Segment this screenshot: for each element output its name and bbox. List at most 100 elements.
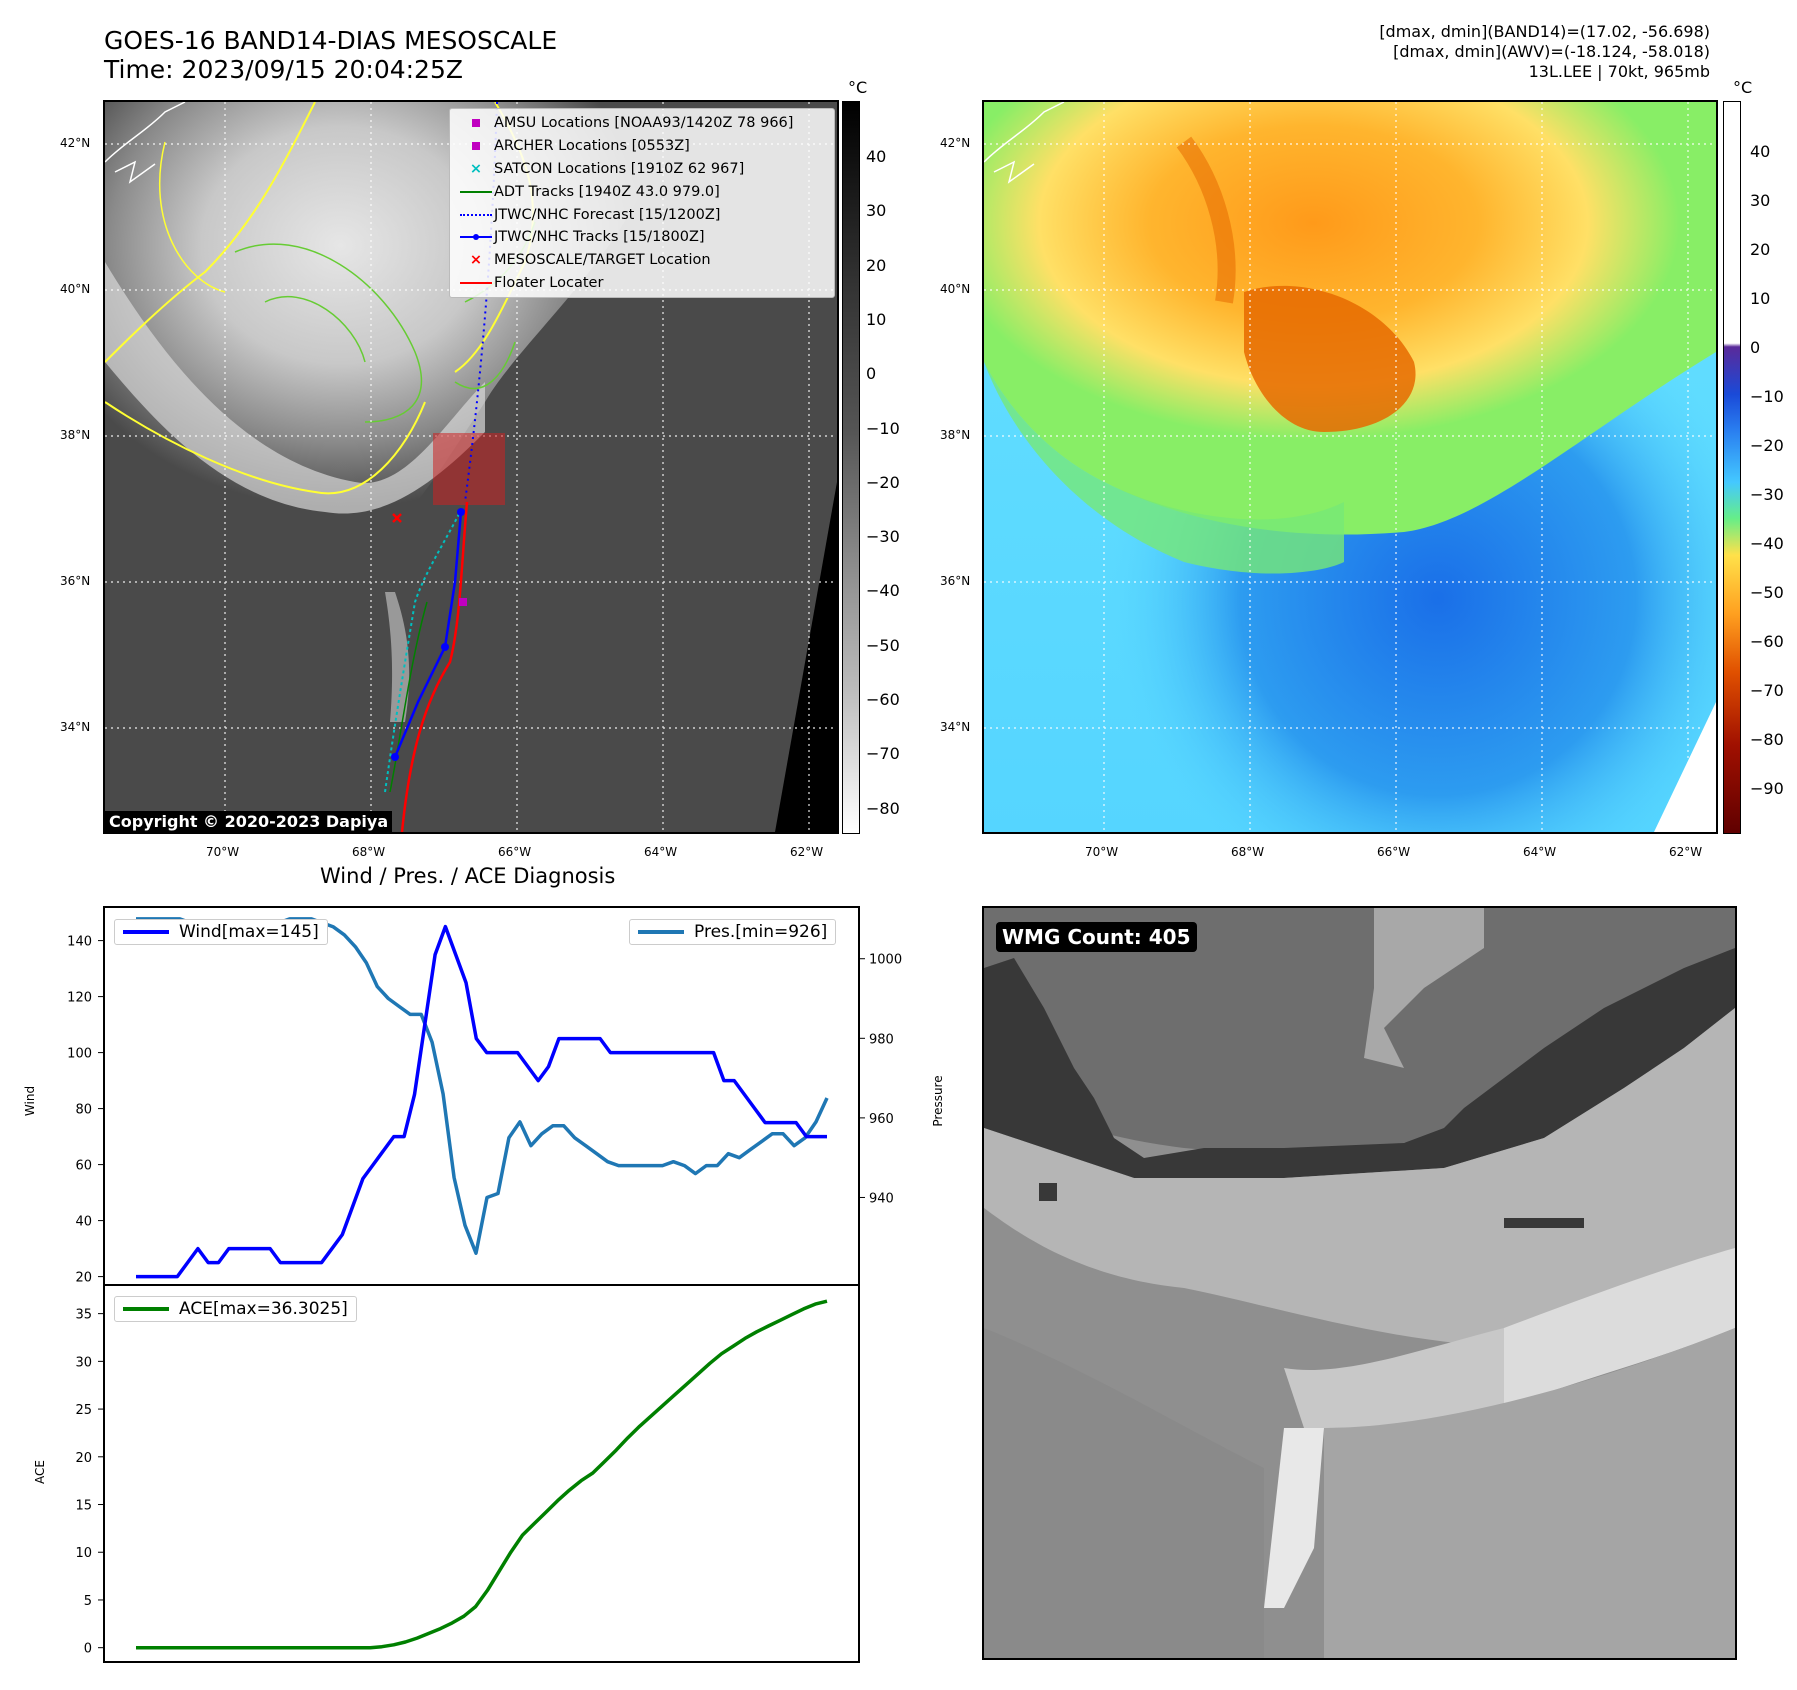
pressure-tick-label: 940 xyxy=(869,1191,894,1206)
lat-label: 38°N xyxy=(60,428,91,442)
lat-label: 38°N xyxy=(940,428,971,442)
wind-tick-label: 120 xyxy=(67,991,92,1006)
colorbar-tick-label: 0 xyxy=(866,364,877,384)
pressure-tick-label: 980 xyxy=(869,1032,894,1047)
colorbar-tick-label: −70 xyxy=(1750,681,1784,700)
ace-tick-label: 25 xyxy=(75,1403,92,1418)
colorbar-tick-label: −80 xyxy=(866,798,900,818)
legend-item-amsu: AMSU Locations [NOAA93/1420Z 78 966] xyxy=(450,112,834,135)
wind-legend: Wind[max=145] xyxy=(114,919,328,945)
pressure-series-line xyxy=(136,917,829,1255)
colorbar-tick-label: −20 xyxy=(866,472,900,492)
pressure-tick-label: 960 xyxy=(869,1112,894,1127)
ace-tick-label: 0 xyxy=(84,1642,92,1657)
mesoscale-target-marker xyxy=(392,513,402,523)
lon-label: 66°W xyxy=(498,845,532,859)
ace-tick-label: 30 xyxy=(75,1355,92,1370)
lon-label: 66°W xyxy=(1377,845,1411,859)
wmg-count-badge: WMG Count: 405 xyxy=(996,922,1197,952)
lat-label: 40°N xyxy=(940,282,971,296)
ir-map-panel: Copyright © 2020-2023 Dapiya AMSU Locati… xyxy=(103,100,839,834)
colorbar-tick-label: −50 xyxy=(1750,583,1784,602)
colorbar-tick-label: −70 xyxy=(866,744,900,764)
colorbar-tick-label: 10 xyxy=(1750,289,1771,308)
colorbar-tick-label: 30 xyxy=(866,201,887,221)
wv-colorbar xyxy=(1723,101,1741,834)
colorbar-tick-label: 30 xyxy=(1750,191,1771,210)
colorbar-tick-label: −90 xyxy=(1750,779,1784,798)
wind-tick-label: 100 xyxy=(67,1047,92,1062)
map-legend: AMSU Locations [NOAA93/1420Z 78 966] ARC… xyxy=(449,108,835,299)
wind-tick-label: 80 xyxy=(75,1103,92,1118)
colorbar-tick-label: −40 xyxy=(866,581,900,601)
diagnosis-title: Wind / Pres. / ACE Diagnosis xyxy=(320,864,616,888)
colorbar-tick-label: −30 xyxy=(866,527,900,547)
legend-item-forecast: JTWC/NHC Forecast [15/1200Z] xyxy=(450,203,834,226)
lat-label: 42°N xyxy=(60,136,91,150)
colorbar-tick-label: −50 xyxy=(866,635,900,655)
lon-label: 62°W xyxy=(790,845,824,859)
lon-label: 64°W xyxy=(1523,845,1557,859)
figure-title: GOES-16 BAND14-DIAS MESOSCALE Time: 2023… xyxy=(104,26,558,84)
colorbar-tick-label: −40 xyxy=(1750,534,1784,553)
lon-label: 70°W xyxy=(206,845,240,859)
colorbar-tick-label: −60 xyxy=(866,690,900,709)
legend-item-jtwc-tracks: JTWC/NHC Tracks [15/1800Z] xyxy=(450,226,834,249)
ir-colorbar xyxy=(842,101,860,834)
wmg-panel: WMG Count: 405 xyxy=(982,906,1737,1660)
archer-marker xyxy=(459,598,467,606)
ace-axis-label: ACE xyxy=(33,1460,47,1484)
colorbar-tick-label: −60 xyxy=(1750,632,1784,651)
colorbar-tick-label: 10 xyxy=(866,309,887,329)
wv-colorbar-unit: °C xyxy=(1733,78,1753,97)
wind-tick-label: 140 xyxy=(67,935,92,950)
wmg-image xyxy=(984,908,1735,1658)
colorbar-tick-label: −20 xyxy=(1750,436,1784,455)
wind-tick-label: 20 xyxy=(75,1271,92,1286)
diagnostic-info: [dmax, dmin](BAND14)=(17.02, -56.698) [d… xyxy=(1379,22,1710,81)
colorbar-tick-label: 40 xyxy=(866,147,887,166)
ace-frame xyxy=(103,1284,860,1663)
colorbar-tick-label: −10 xyxy=(1750,387,1784,406)
ace-series-line xyxy=(136,1299,828,1650)
legend-item-floater: Floater Locater xyxy=(450,272,834,295)
ir-colorbar-unit: °C xyxy=(848,78,868,97)
wind-tick-label: 40 xyxy=(75,1215,92,1230)
legend-item-mesoscale: × MESOSCALE/TARGET Location xyxy=(469,252,711,269)
colorbar-tick-label: 0 xyxy=(1750,338,1761,357)
copyright-label: Copyright © 2020-2023 Dapiya xyxy=(105,811,393,832)
lat-label: 36°N xyxy=(60,574,91,588)
pressure-tick-label: 1000 xyxy=(869,953,902,968)
wv-map-panel xyxy=(982,100,1718,834)
lat-label: 42°N xyxy=(940,136,971,150)
lon-label: 68°W xyxy=(352,845,386,859)
ace-tick-label: 35 xyxy=(75,1308,92,1323)
ace-tick-label: 15 xyxy=(75,1499,92,1514)
wind-series-line xyxy=(136,924,827,1279)
diagnosis-charts: 20 40 60 80 100 120 140 940 960 980 1000 0 5 10 15 20 25… xyxy=(67,906,902,1663)
colorbar-tick-label: 20 xyxy=(1750,240,1771,259)
wind-axis-label: Wind xyxy=(23,1085,37,1117)
wind-tick-label: 60 xyxy=(75,1159,92,1174)
lon-label: 70°W xyxy=(1085,845,1119,859)
colorbar-tick-label: −80 xyxy=(1750,730,1784,749)
legend-item-satcon: × SATCON Locations [1910Z 62 967] xyxy=(469,160,745,177)
lat-label: 36°N xyxy=(940,574,971,588)
colorbar-tick-label: −10 xyxy=(866,418,900,438)
pressure-axis-label: Pressure xyxy=(931,1075,945,1127)
colorbar-tick-label: 40 xyxy=(1750,142,1771,161)
ace-legend: ACE[max=36.3025] xyxy=(114,1296,357,1322)
lat-label: 34°N xyxy=(60,720,91,734)
pressure-legend: Pres.[min=926] xyxy=(629,919,837,945)
ace-tick-label: 10 xyxy=(75,1546,92,1561)
mesoscale-box xyxy=(433,433,505,505)
legend-item-adt: ADT Tracks [1940Z 43.0 979.0] xyxy=(450,180,834,203)
lon-label: 64°W xyxy=(644,845,678,859)
ace-tick-label: 5 xyxy=(84,1594,92,1609)
colorbar-tick-label: −30 xyxy=(1750,485,1784,504)
lat-label: 40°N xyxy=(60,282,91,296)
ace-tick-label: 20 xyxy=(75,1451,92,1466)
colorbar-tick-label: 20 xyxy=(866,255,887,275)
wv-map-image xyxy=(984,102,1716,832)
lat-label: 34°N xyxy=(940,720,971,734)
